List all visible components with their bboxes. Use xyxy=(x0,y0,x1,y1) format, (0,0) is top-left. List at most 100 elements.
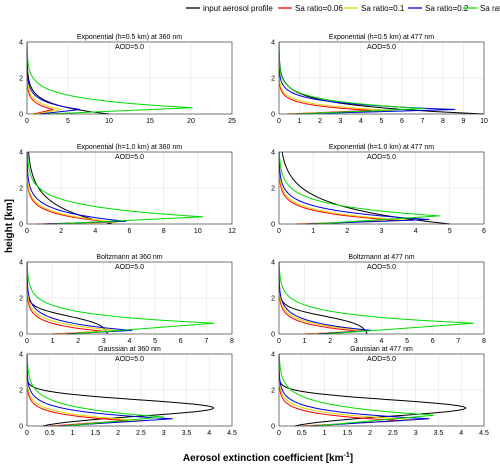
series-line xyxy=(26,353,164,427)
x-tick-label: 0.5 xyxy=(297,430,307,437)
x-tick-label: 0.5 xyxy=(45,430,55,437)
x-tick-label: 3 xyxy=(102,338,106,345)
x-tick-label: 12 xyxy=(228,228,236,235)
y-tick-label: 4 xyxy=(271,40,275,47)
x-tick-label: 3 xyxy=(414,430,418,437)
legend-label: input aerosol profile xyxy=(203,4,273,13)
y-tick-label: 2 xyxy=(19,76,23,83)
x-tick-label: 7 xyxy=(421,118,425,125)
x-tick-label: 7 xyxy=(456,338,460,345)
x-axis-label-sup: -1 xyxy=(344,452,350,459)
chart-panel: 0 1 2 3 4 5 6 7 8 0 2 4 Boltzmann at 477 nm AOD=5.0 xyxy=(271,254,486,345)
y-tick-label: 4 xyxy=(19,260,23,267)
x-tick-label: 1.5 xyxy=(342,430,352,437)
x-tick-label: 6 xyxy=(482,228,486,235)
x-tick-label: 1.5 xyxy=(90,430,100,437)
x-tick-label: 0 xyxy=(25,228,29,235)
y-tick-label: 0 xyxy=(19,222,23,229)
x-tick-label: 0 xyxy=(277,228,281,235)
y-tick-label: 4 xyxy=(19,352,23,359)
x-tick-label: 1 xyxy=(311,228,315,235)
x-tick-label: 0 xyxy=(277,430,281,437)
x-tick-label: 4 xyxy=(93,228,97,235)
x-tick-label: 1 xyxy=(51,338,55,345)
chart-panel: 0 1 2 3 4 5 6 0 2 4 Exponential (h=1.0 km) at 477 … xyxy=(271,144,486,235)
x-axis-label-end: ] xyxy=(350,453,353,464)
x-tick-label: 4 xyxy=(380,338,384,345)
series-line xyxy=(278,353,434,427)
x-tick-label: 0 xyxy=(25,430,29,437)
x-tick-label: 3 xyxy=(380,228,384,235)
panel-annotation: AOD=5.0 xyxy=(367,154,396,161)
panel-annotation: AOD=5.0 xyxy=(115,356,144,363)
y-tick-label: 2 xyxy=(19,186,23,193)
y-tick-label: 4 xyxy=(271,150,275,157)
chart-panel: 0 0.5 1 1.5 2 2.5 3 3.5 4 4.5 0 2 4 Gaussian at 360 n… xyxy=(19,346,237,437)
x-tick-label: 1 xyxy=(303,338,307,345)
chart-panel: 0 1 2 3 4 5 6 7 8 0 2 4 Boltzmann at 360 nm AOD=5.0 xyxy=(19,254,234,345)
x-tick-label: 2 xyxy=(318,118,322,125)
x-tick-label: 4 xyxy=(359,118,363,125)
x-tick-label: 2 xyxy=(59,228,63,235)
plot-frame xyxy=(278,261,485,335)
y-tick-label: 0 xyxy=(271,424,275,431)
x-tick-label: 2 xyxy=(116,430,120,437)
x-tick-label: 10 xyxy=(194,228,202,235)
panel-title: Boltzmann at 477 nm xyxy=(348,254,414,261)
x-tick-label: 15 xyxy=(146,118,154,125)
x-tick-label: 3.5 xyxy=(434,430,444,437)
series-line xyxy=(281,151,450,225)
legend-entry: input aerosol profile xyxy=(186,4,273,13)
y-tick-label: 2 xyxy=(19,296,23,303)
x-tick-label: 5 xyxy=(448,228,452,235)
x-tick-label: 2.5 xyxy=(136,430,146,437)
panel-title: Exponential (h=0.5 km) at 360 nm xyxy=(77,34,182,41)
series-line xyxy=(26,261,215,335)
x-tick-label: 3.5 xyxy=(182,430,192,437)
legend-entry: Sa ratio=0.2 xyxy=(408,4,469,13)
series-line xyxy=(278,151,440,225)
x-axis-label: Aerosol extinction coefficient [km-1] xyxy=(183,452,353,464)
x-tick-label: 6 xyxy=(400,118,404,125)
y-tick-label: 2 xyxy=(271,388,275,395)
chart-panel: 0 0.5 1 1.5 2 2.5 3 3.5 4 4.5 0 2 4 Gaussian at 477 n… xyxy=(271,346,489,437)
plot-frame xyxy=(26,353,233,427)
x-tick-label: 0 xyxy=(277,118,281,125)
y-axis-label: height [km] xyxy=(4,199,15,253)
y-tick-label: 0 xyxy=(271,112,275,119)
y-tick-label: 0 xyxy=(19,112,23,119)
x-tick-label: 8 xyxy=(230,338,234,345)
x-tick-label: 10 xyxy=(480,118,488,125)
x-tick-label: 20 xyxy=(187,118,195,125)
x-tick-label: 3 xyxy=(354,338,358,345)
panel-annotation: AOD=5.0 xyxy=(367,44,396,51)
x-tick-label: 1 xyxy=(298,118,302,125)
x-tick-label: 5 xyxy=(405,338,409,345)
x-tick-label: 0 xyxy=(25,118,29,125)
x-tick-label: 9 xyxy=(462,118,466,125)
x-tick-label: 6 xyxy=(179,338,183,345)
panel-annotation: AOD=5.0 xyxy=(367,356,396,363)
panel-title: Exponential (h=0.5 km) at 477 nm xyxy=(329,34,434,41)
panel-annotation: AOD=5.0 xyxy=(367,264,396,271)
legend-label: Sa ratio=0.5 xyxy=(480,4,500,13)
y-tick-label: 4 xyxy=(271,352,275,359)
x-tick-label: 1 xyxy=(323,430,327,437)
panel-title: Gaussian at 360 nm xyxy=(98,346,161,353)
panel-annotation: AOD=5.0 xyxy=(115,264,144,271)
panel-title: Boltzmann at 360 nm xyxy=(96,254,162,261)
x-tick-label: 6 xyxy=(431,338,435,345)
x-tick-label: 8 xyxy=(162,228,166,235)
x-tick-label: 10 xyxy=(105,118,113,125)
series-line xyxy=(278,151,430,225)
y-tick-label: 0 xyxy=(271,222,275,229)
x-tick-label: 8 xyxy=(482,338,486,345)
panel-title: Exponential (h=1.0 km) at 360 nm xyxy=(77,144,182,151)
y-tick-label: 0 xyxy=(271,332,275,339)
chart-panel: 0 5 10 15 20 25 0 2 4 Exponential (h=0.5 km) at 3… xyxy=(19,34,236,125)
plot-frame xyxy=(278,41,485,115)
legend-entry: Sa ratio=0.06 xyxy=(278,4,343,13)
